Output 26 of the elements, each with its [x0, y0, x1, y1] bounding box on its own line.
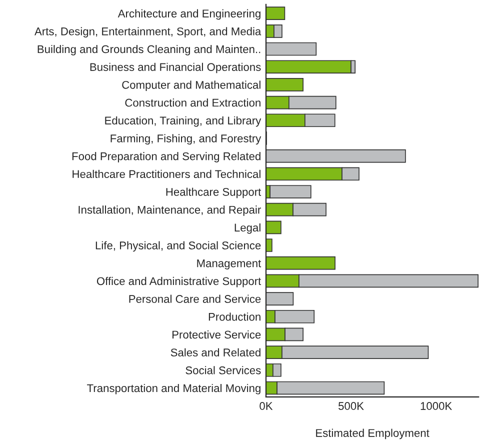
x-tick-label: 500K [338, 402, 364, 410]
y-tick-label: Production [208, 312, 260, 321]
x-axis-title: Estimated Employment [316, 428, 430, 440]
y-tick-label: Personal Care and Service [129, 294, 261, 303]
y-tick-label: Healthcare Support [166, 188, 262, 198]
y-tick-label: Protective Service [172, 330, 261, 339]
y-tick-label: Sales and Related [170, 348, 260, 356]
x-tick-label: 1000K [420, 402, 452, 410]
y-tick-label: Legal [234, 223, 260, 234]
y-tick-label: Food Preparation and Serving Related [72, 152, 260, 162]
y-tick-label: Installation, Maintenance, and Repair [78, 206, 261, 216]
y-tick-label: Office and Administrative Support [96, 276, 262, 288]
y-tick-label: Life, Physical, and Social Science [96, 241, 261, 252]
y-tick-label: Arts, Design, Entertainment, Sport, and Media [34, 27, 262, 38]
y-tick-label: Business and Financial Operations [90, 62, 261, 74]
y-tick-label: Management [197, 259, 262, 270]
y-tick-label: Architecture and Engineering [118, 9, 260, 20]
y-tick-label: Social Services [186, 366, 261, 374]
y-tick-label: Building and Grounds Cleaning and Mainten.. [38, 44, 260, 56]
y-tick-label: Healthcare Practitioners and Technical [72, 170, 260, 178]
y-tick-label: Education, Training, and Library [105, 116, 262, 127]
y-tick-label: Transportation and Material Moving [87, 384, 260, 394]
y-tick-label: Computer and Mathematical [122, 80, 260, 92]
x-tick-label: 0K [260, 402, 273, 410]
y-tick-label: Construction and Extraction [125, 98, 260, 107]
y-tick-label: Farming, Fishing, and Forestry [110, 134, 262, 145]
